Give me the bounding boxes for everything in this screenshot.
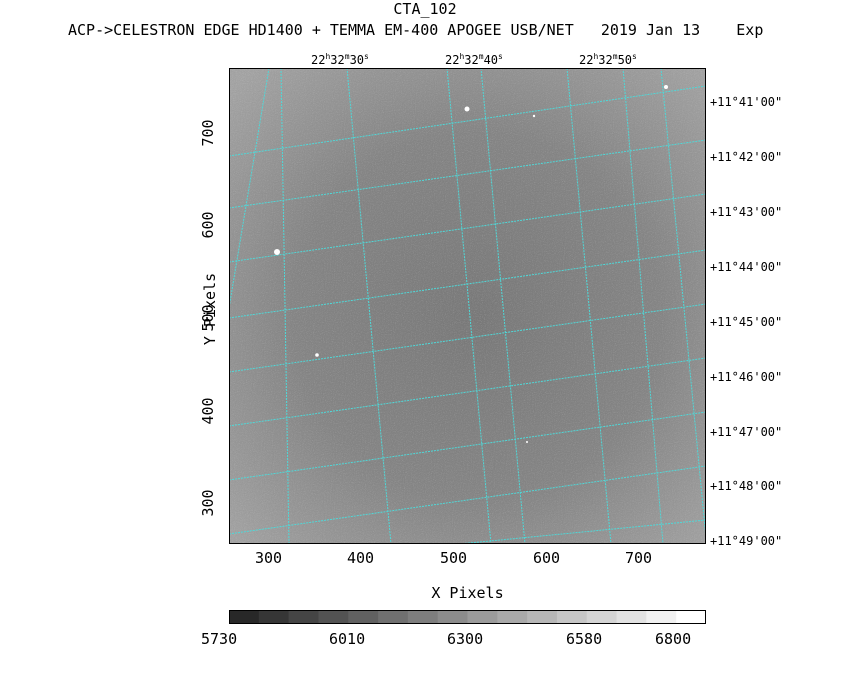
y-axis: 700 600 500 400 300 — [199, 119, 217, 516]
star — [664, 85, 668, 89]
colorbar-step — [407, 610, 439, 624]
colorbar-label-2: 6010 — [329, 630, 366, 648]
dec-label: +11°41'00" — [710, 95, 783, 109]
colorbar-step — [318, 610, 349, 624]
dec-label: +11°44'00" — [710, 260, 783, 274]
colorbar-label-1: 5730 — [201, 630, 238, 648]
star — [315, 353, 319, 357]
colorbar-step — [497, 610, 528, 624]
x-tick-300: 300 — [255, 549, 283, 567]
y-axis-label: Y Pixels — [201, 272, 219, 346]
image-background — [229, 68, 706, 544]
y-tick-500: 500 — [199, 304, 217, 331]
astronomical-image[interactable] — [229, 68, 706, 544]
image-title: CTA_102 — [393, 0, 457, 18]
x-tick-400: 400 — [347, 549, 375, 567]
star — [526, 441, 528, 443]
colorbar-step — [586, 610, 618, 624]
colorbar-step — [646, 610, 677, 624]
colorbar-step — [527, 610, 558, 624]
dec-label: +11°49'00" — [710, 534, 783, 548]
y-tick-700: 700 — [199, 119, 217, 146]
colorbar-label-5: 6800 — [655, 630, 692, 648]
x-tick-600: 600 — [533, 549, 561, 567]
dec-label: +11°47'00" — [710, 425, 783, 439]
colorbar-step — [467, 610, 498, 624]
star — [532, 114, 536, 118]
dec-label: +11°45'00" — [710, 315, 783, 329]
colorbar-step — [556, 610, 588, 624]
colorbar-step — [676, 610, 706, 624]
stars — [274, 85, 668, 443]
colorbar-step — [258, 610, 290, 624]
colorbar — [229, 610, 706, 624]
star — [274, 249, 280, 255]
ra-label-2: 22h32m40s — [445, 52, 503, 67]
x-tick-700: 700 — [625, 549, 653, 567]
dec-label: +11°46'00" — [710, 370, 783, 384]
dec-label: +11°42'00" — [710, 150, 783, 164]
colorbar-label-3: 6300 — [447, 630, 484, 648]
colorbar-step — [348, 610, 379, 624]
y-tick-600: 600 — [199, 211, 217, 238]
observation-subtitle: ACP->CELESTRON EDGE HD1400 + TEMMA EM-40… — [68, 21, 764, 39]
plot-frame — [229, 68, 706, 544]
y-tick-300: 300 — [199, 489, 217, 516]
celestial-grid — [229, 68, 706, 544]
colorbar-step — [616, 610, 647, 624]
dec-label: +11°43'00" — [710, 205, 783, 219]
colorbar-step — [288, 610, 319, 624]
y-tick-400: 400 — [199, 397, 217, 424]
x-tick-500: 500 — [440, 549, 468, 567]
colorbar-label-4: 6580 — [566, 630, 603, 648]
ra-label-1: 22h32m30s — [311, 52, 369, 67]
colorbar-step — [229, 610, 260, 624]
dec-label: +11°48'00" — [710, 479, 783, 493]
star — [464, 106, 470, 112]
ra-label-3: 22h32m50s — [579, 52, 637, 67]
x-axis-label: X Pixels — [431, 584, 504, 602]
colorbar-step — [378, 610, 409, 624]
colorbar-step — [437, 610, 468, 624]
